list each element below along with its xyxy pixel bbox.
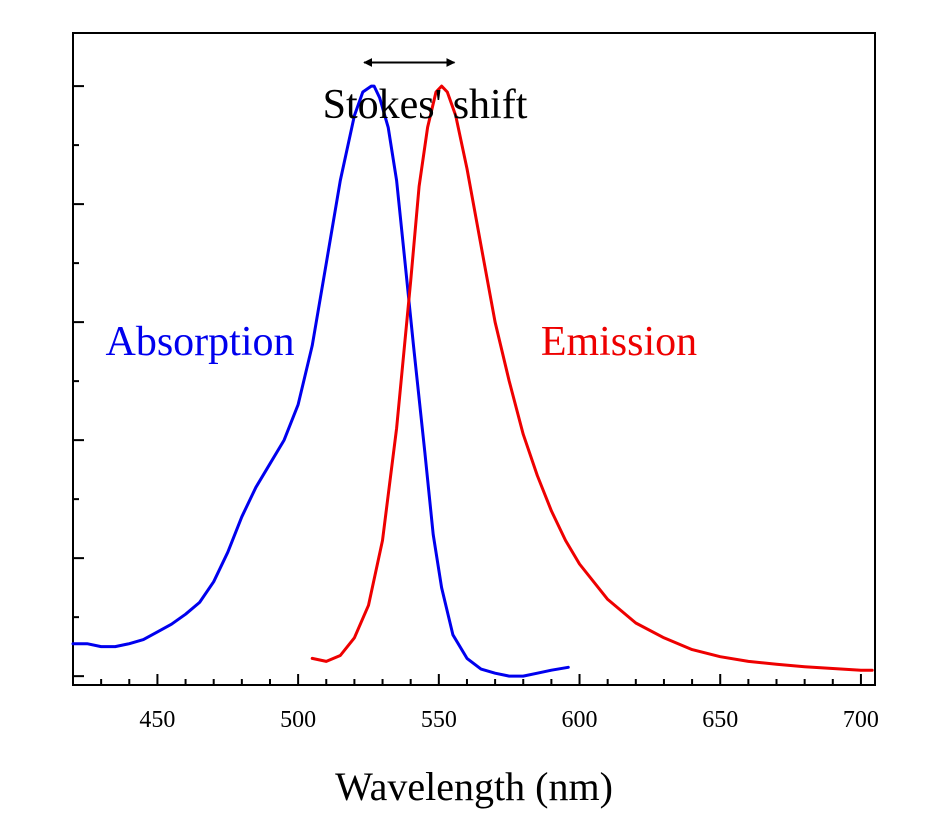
stokes-shift-label: Stokes' shift [323,82,528,128]
x-minor-ticks [72,679,834,685]
absorption-label: Absorption [106,319,295,365]
x-tick-label: 550 [421,707,457,733]
x-tick-label: 500 [280,707,316,733]
y-ticks [73,85,84,678]
x-tick-label: 700 [843,707,879,733]
x-major-ticks [156,674,862,685]
emission-label: Emission [541,319,697,365]
x-tick-label: 650 [702,707,738,733]
x-tick-label: 600 [562,707,598,733]
x-tick-label: 450 [139,707,175,733]
plot-frame [72,32,876,686]
emission-curve [310,84,874,672]
series-layer [71,84,874,678]
absorption-curve [71,84,570,678]
x-axis-title: Wavelength (nm) [335,764,613,809]
x-tick-labels: 450 500 550 600 650 700 [139,707,879,733]
